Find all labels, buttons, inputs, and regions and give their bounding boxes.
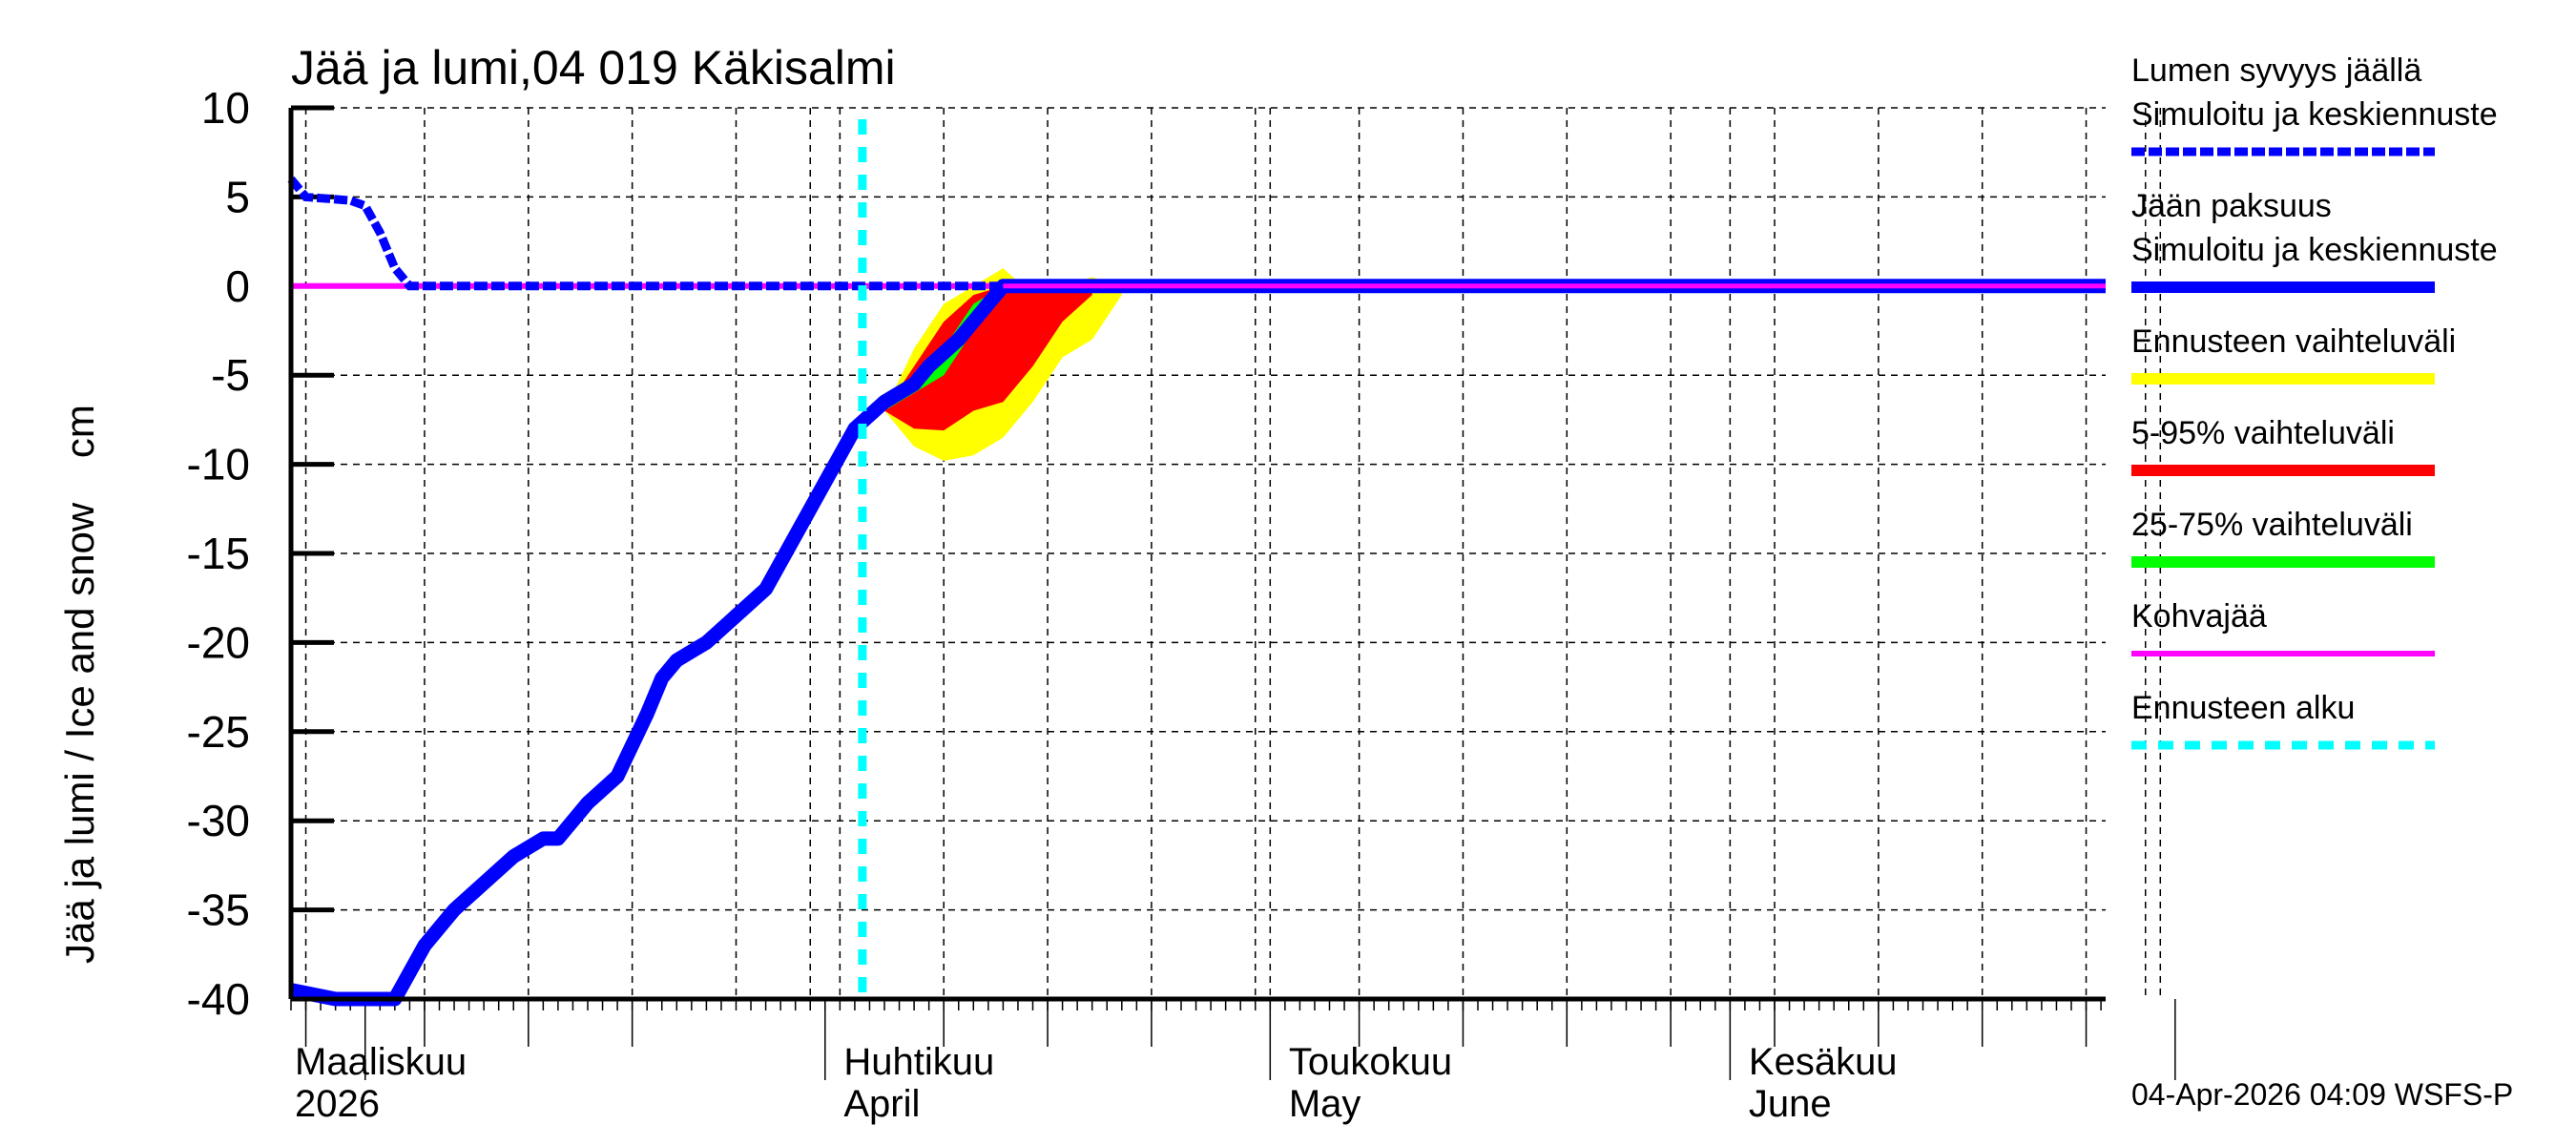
legend-label: Simuloitu ja keskiennuste	[2131, 96, 2498, 133]
series-lines	[287, 119, 2106, 1007]
grid-lines	[291, 107, 2162, 1000]
y-tick-label: -40	[187, 974, 250, 1024]
legend-label: 5-95% vaihteluväli	[2131, 415, 2395, 451]
month-label-en: May	[1289, 1083, 1361, 1125]
y-tick-label: -25	[187, 707, 250, 757]
legend-label: Lumen syvyys jäällä	[2131, 52, 2421, 89]
month-label-en: April	[843, 1083, 920, 1125]
y-axis-ticks: 10 5 0 -5 -10 -15 -20 -25 -30 -35 -40	[187, 83, 334, 1024]
y-tick-label: -10	[187, 440, 250, 489]
month-label-fi: Kesäkuu	[1749, 1041, 1898, 1083]
month-label-fi: Huhtikuu	[843, 1041, 994, 1083]
month-label-fi: Maaliskuu	[295, 1041, 467, 1083]
snow-depth-line	[287, 176, 2106, 291]
y-tick-label: -30	[187, 796, 250, 845]
timestamp: 04-Apr-2026 04:09 WSFS-P	[2131, 1077, 2513, 1112]
ice-thickness-line	[289, 279, 2106, 1007]
legend-label: 25-75% vaihteluväli	[2131, 507, 2413, 543]
legend: Lumen syvyys jäällä Simuloitu ja keskienn…	[2131, 52, 2498, 750]
y-tick-label: -35	[187, 885, 250, 935]
month-label-en: 2026	[295, 1083, 380, 1125]
y-axis-label: Jää ja lumi / Ice and snow cm	[57, 405, 102, 964]
band-ff0000	[884, 285, 1092, 431]
y-tick-label: -15	[187, 529, 250, 578]
y-tick-label: 10	[201, 83, 250, 133]
chart-title: Jää ja lumi,04 019 Käkisalmi	[291, 41, 896, 94]
legend-label: Simuloitu ja keskiennuste	[2131, 232, 2498, 268]
legend-label: Kohvajää	[2131, 598, 2267, 635]
month-label-en: June	[1749, 1083, 1832, 1125]
y-tick-label: 5	[225, 172, 250, 221]
legend-label: Ennusteen vaihteluväli	[2131, 323, 2456, 360]
legend-label: Ennusteen alku	[2131, 690, 2355, 726]
y-tick-label: -5	[211, 350, 250, 400]
y-tick-label: -20	[187, 617, 250, 667]
legend-label: Jään paksuus	[2131, 188, 2332, 224]
month-label-fi: Toukokuu	[1289, 1041, 1452, 1083]
y-tick-label: 0	[225, 261, 250, 311]
